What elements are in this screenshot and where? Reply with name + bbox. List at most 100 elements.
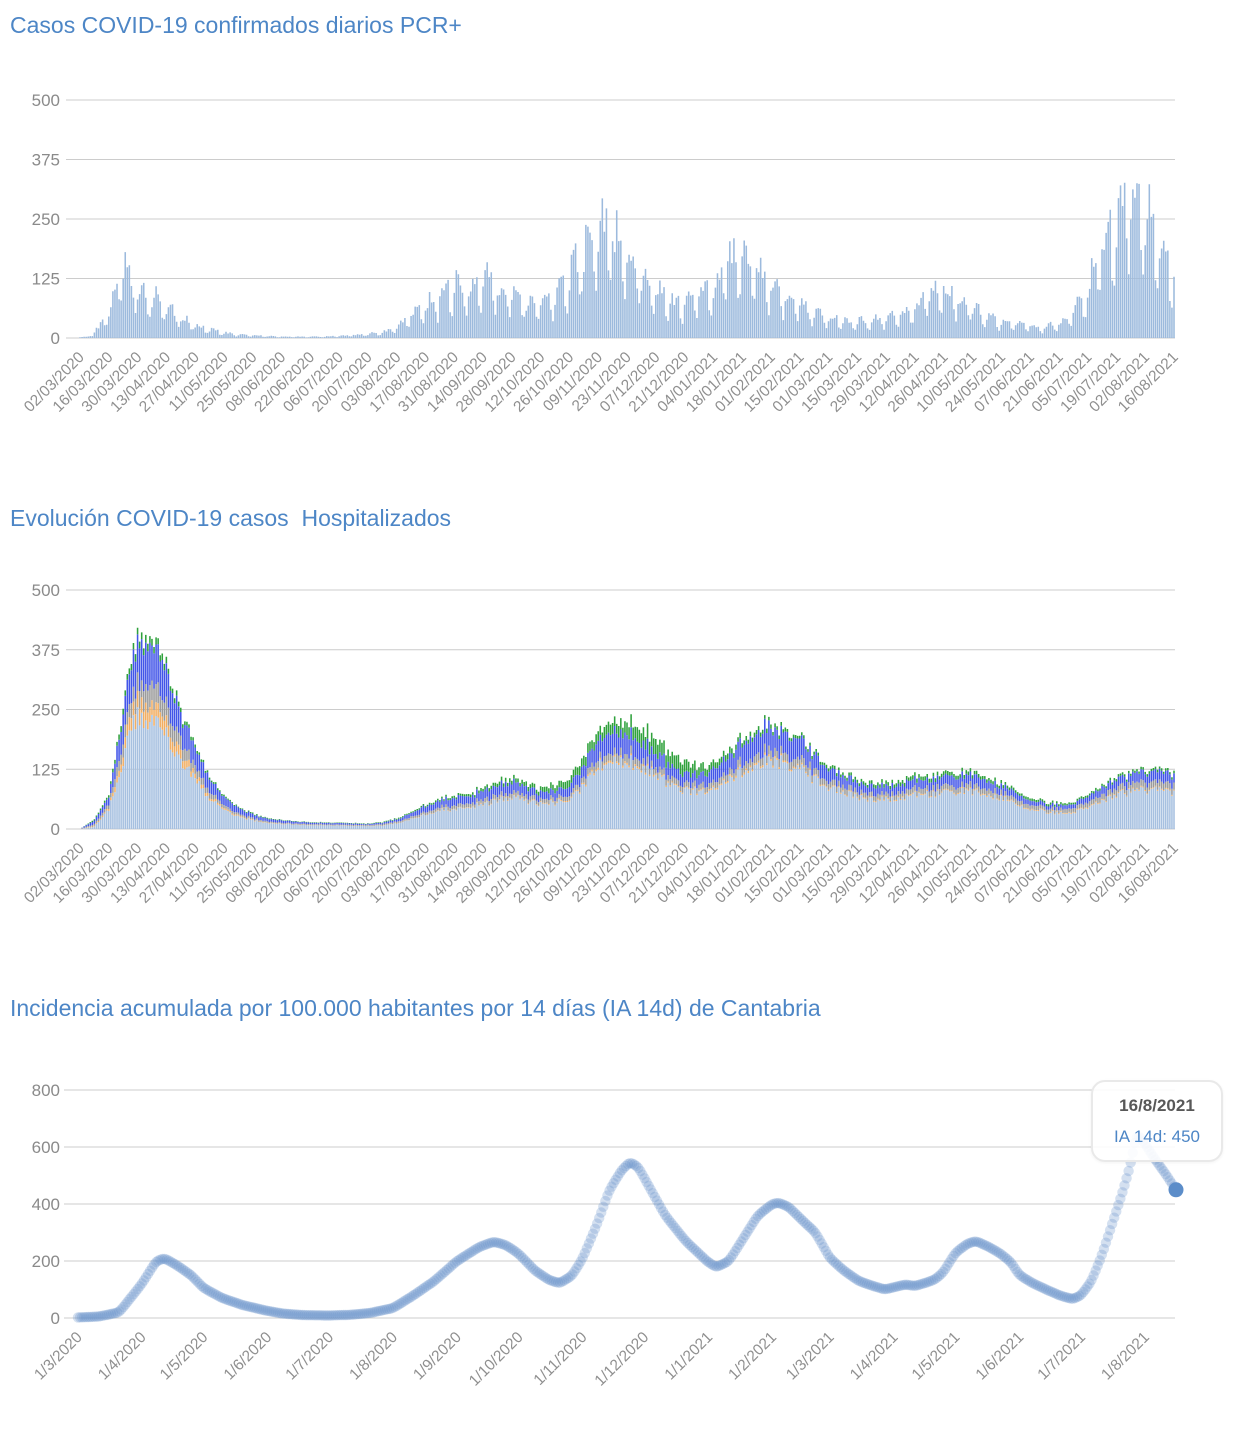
ia14d-dot[interactable] <box>933 1270 945 1282</box>
ia14d-dot[interactable] <box>752 1210 764 1222</box>
ia14d-dot[interactable] <box>247 1302 259 1313</box>
ia14d-dot[interactable] <box>707 1259 718 1270</box>
ia14d-dot[interactable] <box>989 1245 1000 1256</box>
ia14d-dot[interactable] <box>1061 1292 1073 1303</box>
ia14d-dot[interactable] <box>280 1308 292 1319</box>
ia14d-dot[interactable] <box>890 1281 902 1292</box>
ia14d-dot[interactable] <box>1065 1293 1077 1304</box>
ia14d-dot[interactable] <box>1014 1269 1025 1280</box>
ia14d-dot[interactable] <box>155 1254 166 1265</box>
ia14d-dot[interactable] <box>589 1223 601 1234</box>
ia14d-dot[interactable] <box>515 1250 527 1262</box>
ia14d-dot[interactable] <box>532 1267 543 1278</box>
ia14d-dot[interactable] <box>841 1267 852 1278</box>
ia14d-dot[interactable] <box>962 1238 974 1249</box>
ia14d-dot[interactable] <box>274 1307 286 1319</box>
ia14d-dot[interactable] <box>921 1277 932 1288</box>
ia14d-dot[interactable] <box>519 1255 531 1266</box>
ia14d-dot[interactable] <box>163 1255 174 1266</box>
ia14d-dot[interactable] <box>754 1208 766 1220</box>
ia14d-dot[interactable] <box>355 1308 366 1320</box>
ia14d-dot[interactable] <box>1109 1212 1120 1223</box>
ia14d-dot[interactable] <box>517 1253 529 1264</box>
ia14d-dot[interactable] <box>212 1290 224 1301</box>
ia14d-dot[interactable] <box>153 1255 164 1266</box>
ia14d-dot[interactable] <box>1078 1286 1089 1298</box>
ia14d-dot[interactable] <box>626 1158 638 1169</box>
ia14d-dot[interactable] <box>742 1226 753 1237</box>
ia14d-dot[interactable] <box>1036 1282 1048 1293</box>
ia14d-dot[interactable] <box>614 1168 625 1179</box>
ia14d-dot[interactable] <box>276 1308 288 1319</box>
ia14d-dot[interactable] <box>410 1288 422 1299</box>
ia14d-dot[interactable] <box>128 1289 139 1300</box>
ia14d-dot[interactable] <box>865 1280 877 1291</box>
ia14d-dot[interactable] <box>666 1217 677 1229</box>
ia14d-dot[interactable] <box>645 1184 656 1195</box>
ia14d-dot[interactable] <box>254 1303 265 1315</box>
ia14d-dot[interactable] <box>919 1277 930 1289</box>
ia14d-dot[interactable] <box>680 1235 691 1246</box>
ia14d-dot[interactable] <box>964 1237 976 1249</box>
ia14d-dot[interactable] <box>629 1159 640 1170</box>
ia14d-dot[interactable] <box>1026 1277 1038 1288</box>
ia14d-dot[interactable] <box>116 1304 127 1315</box>
ia14d-dot[interactable] <box>917 1278 928 1289</box>
ia14d-dot[interactable] <box>550 1276 562 1288</box>
ia14d-dot[interactable] <box>845 1270 856 1281</box>
ia14d-dot[interactable] <box>1049 1287 1060 1299</box>
hospitalized-serie-gris[interactable] <box>80 672 1175 829</box>
ia14d-dot[interactable] <box>149 1259 160 1270</box>
ia14d-dot[interactable] <box>488 1237 500 1248</box>
ia14d-dot[interactable] <box>521 1257 533 1268</box>
ia14d-dot[interactable] <box>307 1310 319 1321</box>
ia14d-dot[interactable] <box>167 1257 178 1269</box>
ia14d-dot[interactable] <box>925 1275 937 1287</box>
ia14d-dot[interactable] <box>688 1243 700 1254</box>
ia14d-dot[interactable] <box>367 1307 378 1318</box>
ia14d-dot[interactable] <box>711 1261 722 1272</box>
ia14d-dot[interactable] <box>1012 1266 1023 1278</box>
ia14d-dot[interactable] <box>703 1256 714 1268</box>
ia14d-dot[interactable] <box>585 1233 597 1244</box>
ia14d-dot[interactable] <box>797 1215 809 1227</box>
ia14d-dot[interactable] <box>416 1284 428 1295</box>
ia14d-dot[interactable] <box>1059 1291 1070 1303</box>
ia14d-dot[interactable] <box>278 1308 290 1319</box>
ia14d-dot[interactable] <box>903 1279 914 1291</box>
pcr-chart-canvas[interactable]: 012525037550002/03/202016/03/202030/03/2… <box>0 75 1236 475</box>
ia14d-dot[interactable] <box>264 1306 275 1317</box>
ia14d-dot[interactable] <box>87 1311 98 1322</box>
ia14d-dot[interactable] <box>348 1309 360 1320</box>
ia14d-dot[interactable] <box>1106 1218 1118 1230</box>
ia14d-dot[interactable] <box>439 1266 450 1278</box>
ia14d-dot[interactable] <box>1160 1169 1171 1180</box>
ia14d-dot[interactable] <box>482 1238 494 1249</box>
hospitalized-serie-azul[interactable] <box>80 634 1175 829</box>
ia14d-dot[interactable] <box>169 1258 181 1270</box>
ia14d-dot[interactable] <box>499 1239 510 1250</box>
ia14d-dot[interactable] <box>74 1312 86 1323</box>
ia14d-selected-dot[interactable] <box>1168 1182 1184 1198</box>
ia14d-dot[interactable] <box>214 1291 226 1303</box>
ia14d-dot[interactable] <box>684 1239 696 1251</box>
ia14d-dot[interactable] <box>138 1275 150 1286</box>
ia14d-dot[interactable] <box>938 1266 949 1277</box>
ia14d-dot[interactable] <box>593 1212 605 1224</box>
ia14d-dot[interactable] <box>95 1310 106 1322</box>
ia14d-dot[interactable] <box>583 1238 595 1249</box>
ia14d-dot[interactable] <box>832 1260 844 1271</box>
ia14d-dot[interactable] <box>394 1299 405 1310</box>
ia14d-dot[interactable] <box>134 1281 145 1292</box>
ia14d-dot[interactable] <box>282 1308 294 1320</box>
ia14d-dot[interactable] <box>624 1158 636 1169</box>
ia14d-dot[interactable] <box>635 1165 646 1177</box>
ia14d-dot[interactable] <box>843 1268 854 1279</box>
ia14d-dot[interactable] <box>701 1255 712 1266</box>
ia14d-dot[interactable] <box>105 1308 117 1320</box>
ia14d-dot[interactable] <box>270 1307 281 1318</box>
ia14d-dot[interactable] <box>118 1301 129 1313</box>
ia14d-dot[interactable] <box>692 1247 704 1258</box>
ia14d-dot[interactable] <box>89 1311 100 1322</box>
ia14d-dot[interactable] <box>173 1261 185 1272</box>
